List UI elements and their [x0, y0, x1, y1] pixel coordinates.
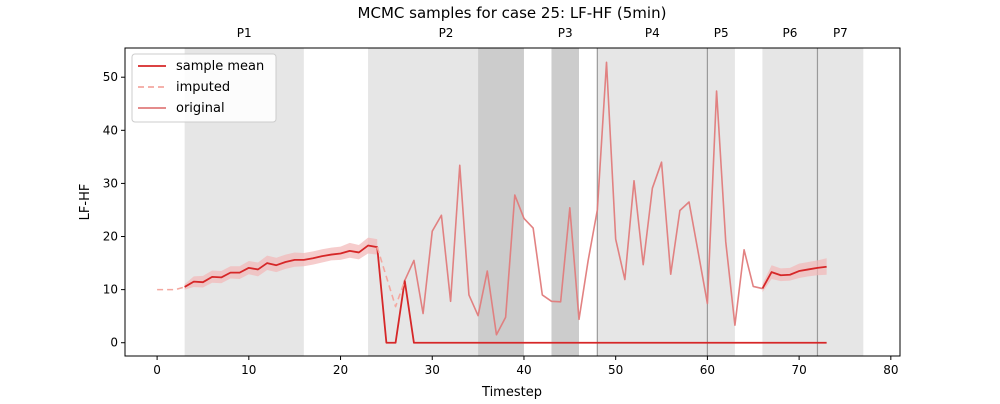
phase-label-p1: P1: [237, 26, 252, 40]
y-axis: 0 10 20 30 40 50: [103, 70, 125, 350]
y-tick-label-50: 50: [103, 70, 118, 84]
x-axis-label: Timestep: [481, 385, 542, 400]
x-tick-label-50: 50: [608, 363, 623, 377]
legend: sample mean imputed original: [131, 53, 277, 123]
x-axis: 0 10 20 30 40 50 60 70 80: [153, 356, 898, 377]
imputed-line-2: [376, 246, 406, 308]
legend-label-1: sample mean: [176, 59, 264, 74]
imputed-line-1: [157, 286, 185, 291]
phase-label-p5: P5: [714, 26, 729, 40]
phase-band-p6: [762, 48, 818, 356]
phase-band-p3: [551, 48, 579, 356]
legend-label-3: original: [176, 101, 225, 116]
legend-box: [131, 53, 277, 123]
legend-label-2: imputed: [176, 80, 230, 95]
series-lines: [157, 61, 827, 344]
x-tick-label-70: 70: [791, 363, 806, 377]
y-tick-label-40: 40: [103, 123, 118, 137]
y-tick-label-20: 20: [103, 230, 118, 244]
phase-band-p7: [817, 48, 864, 356]
phase-label-p7: P7: [833, 26, 848, 40]
x-tick-label-60: 60: [700, 363, 715, 377]
phase-label-p4: P4: [645, 26, 660, 40]
phase-band-p2: [368, 48, 524, 356]
phase-overlap-band-2: [551, 48, 579, 356]
phase-label-p2: P2: [439, 26, 454, 40]
chart-title: MCMC samples for case 25: LF-HF (5min): [358, 4, 667, 22]
x-tick-label-30: 30: [425, 363, 440, 377]
y-axis-label: LF-HF: [78, 184, 93, 221]
mean-line-2: [761, 265, 827, 289]
x-tick-label-0: 0: [153, 363, 161, 377]
x-tick-label-80: 80: [883, 363, 898, 377]
plot-frame: [124, 47, 901, 357]
mean-line-1: [184, 244, 827, 344]
phase-label-p6: P6: [783, 26, 798, 40]
credible-interval-band-2: [762, 258, 827, 293]
x-tick-label-40: 40: [516, 363, 531, 377]
x-tick-label-20: 20: [333, 363, 348, 377]
phase-labels: P1 P2 P3 P4 P5 P6 P7: [237, 26, 848, 40]
phase-label-p3: P3: [558, 26, 573, 40]
y-tick-label-30: 30: [103, 176, 118, 190]
phase-bands: [184, 48, 864, 356]
original-line-1: [404, 61, 763, 336]
y-tick-label-10: 10: [103, 283, 118, 297]
phase-overlap-band-1: [478, 48, 524, 356]
x-tick-label-10: 10: [241, 363, 256, 377]
y-tick-label-0: 0: [110, 336, 118, 350]
